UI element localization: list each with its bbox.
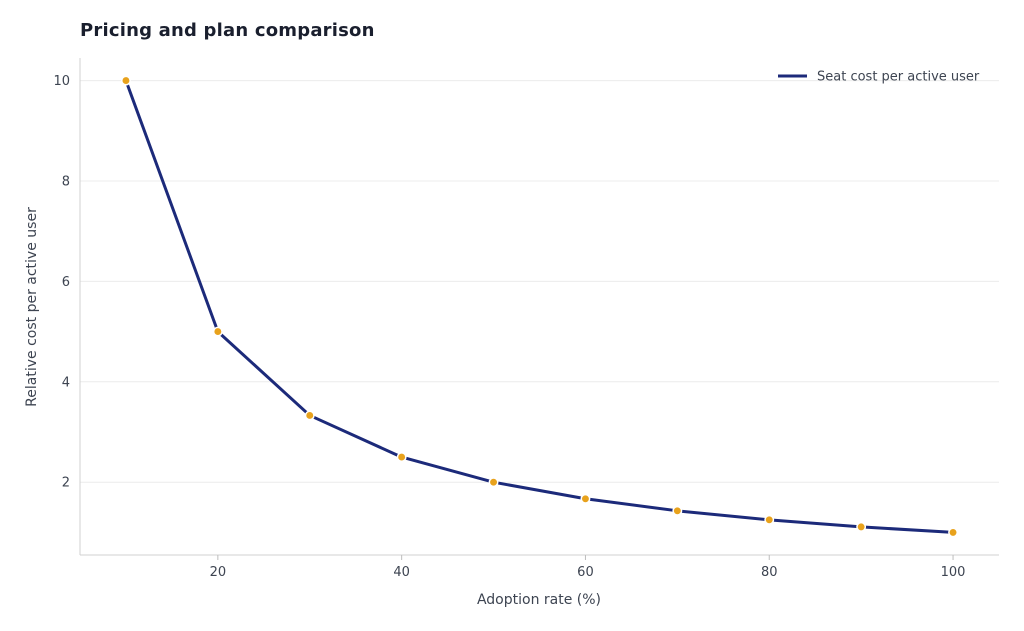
- data-point: [856, 521, 867, 532]
- data-point: [212, 326, 223, 337]
- x-tick-label: 80: [761, 565, 778, 580]
- x-tick-label: 40: [393, 565, 410, 580]
- data-point: [764, 514, 775, 525]
- chart-title: Pricing and plan comparison: [80, 20, 375, 41]
- legend: Seat cost per active user: [778, 70, 980, 85]
- data-point: [580, 493, 591, 504]
- data-point: [304, 410, 315, 421]
- x-tick-label: 100: [941, 565, 966, 580]
- data-point: [121, 75, 131, 86]
- tick-labels: 2 4 6 8 10 20 40 60 80 100: [53, 74, 965, 580]
- y-tick-label: 8: [62, 174, 70, 189]
- x-tick-label: 20: [210, 565, 227, 580]
- data-point: [396, 452, 407, 463]
- x-tick-label: 60: [577, 565, 594, 580]
- data-point: [488, 477, 499, 488]
- data-point: [672, 505, 683, 516]
- data-point: [948, 527, 958, 538]
- y-tick-label: 4: [62, 375, 70, 390]
- y-tick-label: 10: [53, 74, 70, 89]
- legend-label: Seat cost per active user: [817, 70, 980, 85]
- grid-lines: [80, 80, 999, 483]
- y-axis-label: Relative cost per active user: [24, 207, 40, 407]
- axes: [79, 58, 999, 560]
- x-axis-label: Adoption rate (%): [477, 592, 601, 608]
- series-layer: [121, 75, 958, 538]
- y-tick-label: 2: [62, 476, 70, 491]
- series-line: [124, 79, 955, 534]
- y-tick-label: 6: [62, 275, 70, 290]
